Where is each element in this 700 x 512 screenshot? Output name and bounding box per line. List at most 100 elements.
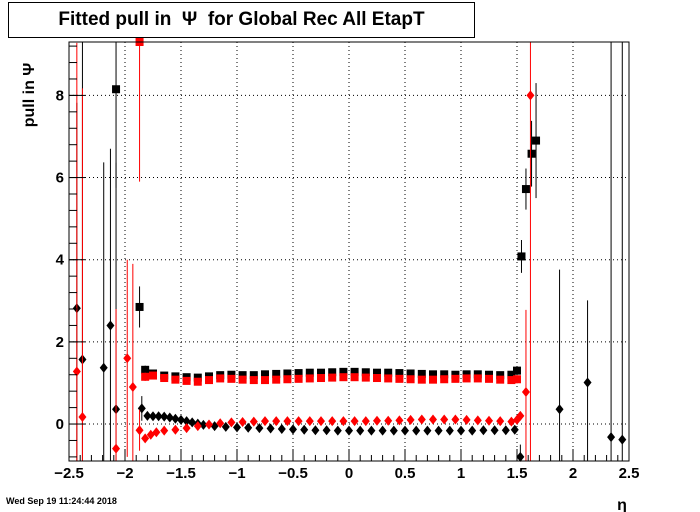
data-point [266, 423, 275, 434]
data-point [462, 370, 471, 379]
data-point [160, 374, 169, 383]
data-point [618, 434, 627, 445]
data-point [221, 421, 230, 432]
data-point [496, 375, 505, 384]
y-axis-label: pull in Ψ [21, 63, 38, 128]
data-point [451, 370, 460, 379]
data-point [277, 423, 286, 434]
data-point [261, 416, 269, 427]
data-point [607, 432, 616, 443]
data-point [527, 149, 536, 158]
data-point [193, 377, 202, 386]
data-point [171, 375, 180, 384]
data-point [412, 425, 421, 436]
data-point [496, 371, 505, 380]
data-point [328, 368, 337, 377]
data-point [227, 370, 236, 379]
y-tick-label: 2 [56, 334, 64, 351]
data-point [485, 370, 493, 379]
data-point [510, 424, 519, 435]
data-point [249, 376, 258, 385]
data-point [373, 368, 381, 377]
data-point [149, 371, 157, 380]
data-point [350, 367, 359, 376]
data-point [513, 375, 521, 384]
x-tick-label: −0.5 [278, 465, 308, 482]
data-point [328, 373, 337, 382]
data-series [72, 38, 627, 462]
data-point [361, 416, 370, 427]
data-point [406, 414, 415, 425]
data-point [205, 419, 213, 430]
data-point [123, 353, 132, 364]
data-point [468, 425, 477, 436]
data-point [479, 425, 488, 436]
x-tick-label: −1 [228, 465, 245, 482]
data-point [429, 414, 437, 425]
data-point [238, 375, 247, 384]
data-point [294, 374, 303, 383]
data-point [188, 417, 197, 428]
data-point [238, 371, 247, 380]
data-point [317, 374, 325, 383]
series-black-diamond [72, 42, 627, 462]
data-point [272, 416, 281, 427]
x-tick-label: −1.5 [166, 465, 196, 482]
data-point [532, 136, 541, 145]
data-point [429, 370, 437, 379]
data-point [395, 374, 404, 383]
data-point [177, 414, 185, 425]
timestamp: Wed Sep 19 11:24:44 2018 [6, 496, 117, 506]
data-point [333, 425, 342, 436]
data-point [384, 374, 393, 383]
data-point [395, 369, 404, 378]
data-point [317, 368, 325, 377]
data-point [378, 425, 387, 436]
data-point [473, 415, 482, 426]
data-point [300, 424, 309, 435]
data-point [78, 412, 87, 423]
data-point [72, 366, 81, 377]
data-point [462, 414, 471, 425]
data-point [193, 421, 202, 432]
data-point [305, 368, 314, 377]
x-tick-label: 0 [345, 465, 353, 482]
data-point [496, 416, 505, 427]
data-point [141, 372, 150, 381]
data-point [389, 425, 398, 436]
data-point [199, 419, 208, 430]
data-point [339, 416, 348, 427]
data-point [457, 425, 465, 436]
data-point [440, 414, 449, 425]
chart-title-box: Fitted pull in Ψ for Global Rec All Etap… [8, 2, 475, 38]
data-point [473, 374, 482, 383]
data-point [401, 425, 409, 436]
data-point [485, 374, 493, 383]
data-point [160, 425, 169, 436]
data-point [440, 375, 449, 384]
data-point [395, 415, 404, 426]
data-point [440, 370, 449, 379]
data-point [361, 373, 370, 382]
data-point [152, 427, 161, 438]
data-point [283, 375, 292, 384]
data-point [182, 376, 191, 385]
data-point [373, 415, 381, 426]
data-point [583, 377, 592, 388]
data-point [141, 365, 150, 374]
data-point [249, 416, 258, 427]
data-point [106, 320, 115, 331]
data-point [434, 425, 443, 436]
data-point [517, 252, 526, 261]
data-point [513, 366, 521, 375]
data-point [261, 376, 269, 385]
data-point [135, 302, 144, 311]
data-point [182, 423, 191, 434]
data-point [289, 424, 297, 435]
data-point [305, 374, 314, 383]
data-point [171, 413, 180, 424]
y-tick-label: 8 [56, 87, 64, 104]
data-point [507, 416, 516, 427]
data-point [384, 368, 393, 377]
